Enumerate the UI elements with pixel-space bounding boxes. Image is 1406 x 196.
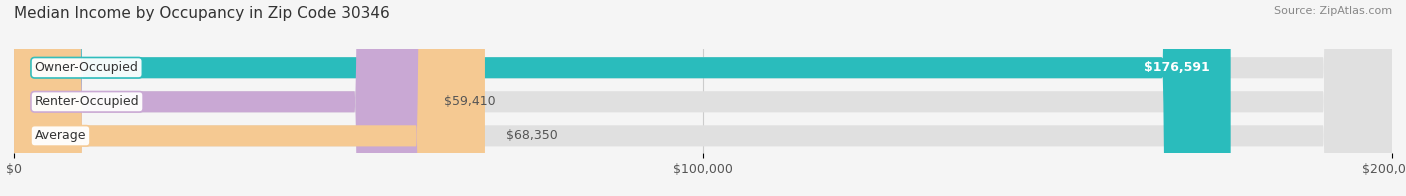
Text: Average: Average [35,129,86,142]
Text: $68,350: $68,350 [506,129,557,142]
Text: Renter-Occupied: Renter-Occupied [35,95,139,108]
Text: Owner-Occupied: Owner-Occupied [35,61,139,74]
FancyBboxPatch shape [14,0,1392,196]
Text: Source: ZipAtlas.com: Source: ZipAtlas.com [1274,6,1392,16]
FancyBboxPatch shape [14,0,1392,196]
FancyBboxPatch shape [14,0,1230,196]
Text: $176,591: $176,591 [1144,61,1211,74]
FancyBboxPatch shape [14,0,423,196]
Text: $59,410: $59,410 [444,95,496,108]
FancyBboxPatch shape [14,0,485,196]
FancyBboxPatch shape [14,0,1392,196]
Text: Median Income by Occupancy in Zip Code 30346: Median Income by Occupancy in Zip Code 3… [14,6,389,21]
